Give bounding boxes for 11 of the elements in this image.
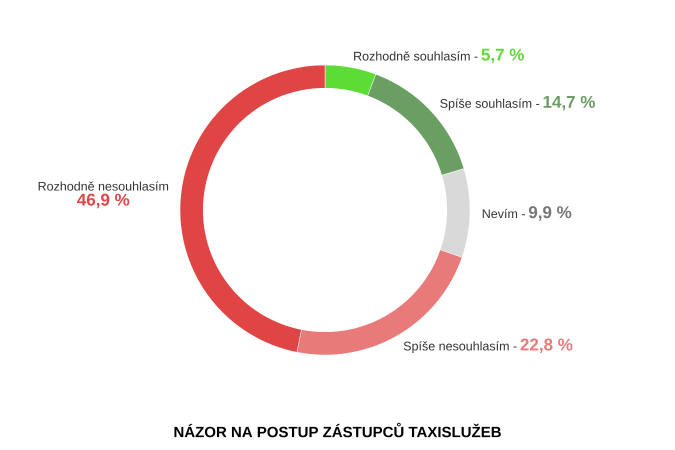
data-label: 5,7 % (481, 48, 524, 64)
data-label: 46,9 % (77, 194, 130, 208)
text: NÁZOR NA POSTUP ZÁSTUPCŮ TAXISLUŽEB (174, 422, 501, 438)
slice-label: Rozhodně souhlasím - (354, 51, 478, 61)
slice-label: Spíše nesouhlasím - (404, 341, 517, 353)
data-label: 9,9 % (528, 206, 572, 221)
slice-label: Spíše souhlasím - (440, 98, 540, 110)
data-label: 14,7 % (544, 96, 595, 110)
slice-label: Nevím - (482, 208, 525, 218)
data-label: 22,8 % (520, 338, 572, 354)
slice-label: Rozhodně nesouhlasím (38, 181, 168, 191)
